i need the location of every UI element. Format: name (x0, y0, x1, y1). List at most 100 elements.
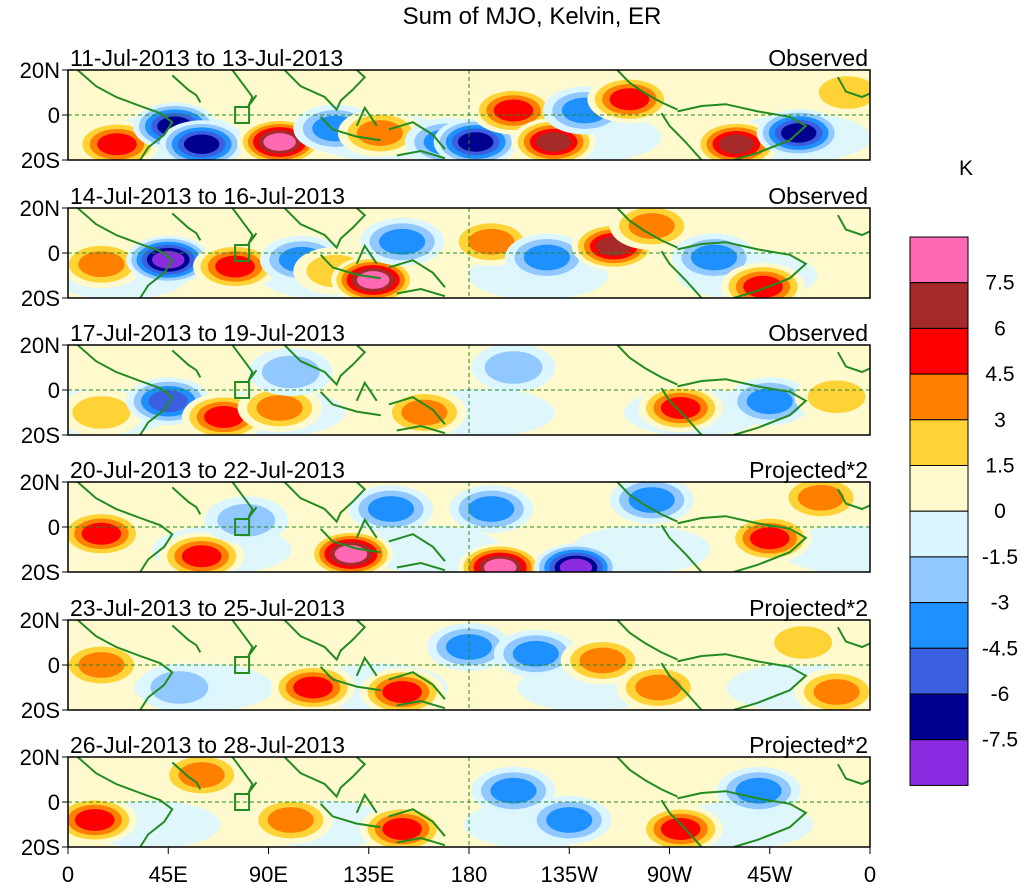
anomaly-contour (367, 496, 415, 522)
anomaly-contour (535, 132, 572, 152)
coastline (172, 625, 200, 652)
anomaly-contour (559, 558, 593, 572)
coastline (232, 345, 256, 381)
panel-4: 20-Jul-2013 to 22-Jul-2013 Projected*2 20N… (20, 457, 871, 585)
anomaly-contour (181, 545, 222, 568)
anomaly-band (309, 345, 450, 392)
anomaly-contour (660, 818, 701, 840)
region-box (234, 106, 251, 124)
coastline (321, 804, 381, 827)
coastline (172, 213, 200, 240)
anomaly-contour (743, 275, 783, 298)
coastline (617, 757, 677, 797)
anomaly-band (202, 620, 343, 667)
anomaly-contour (546, 807, 593, 833)
panel-period: 11-Jul-2013 to 13-Jul-2013 (70, 45, 343, 71)
anomaly-contour (382, 818, 422, 840)
coastline (321, 529, 381, 552)
coastline (389, 534, 445, 561)
colorbar-level-label: -7.5 (982, 729, 1018, 752)
anomaly-contour (183, 134, 220, 154)
anomaly-contour (261, 355, 320, 389)
colorbar-level-label: -3 (991, 592, 1010, 615)
coastline (661, 251, 701, 298)
coastline (232, 482, 256, 518)
anomaly-contour (774, 626, 833, 659)
colorbar-level-label: 3 (994, 409, 1006, 432)
anomaly-contour (813, 679, 860, 705)
y-tick-label: 20N (20, 58, 60, 83)
coastline (172, 75, 200, 102)
coastline (285, 620, 365, 660)
x-tick-label: 135E (343, 862, 394, 887)
coastline (232, 208, 256, 244)
anomaly-contour (293, 676, 333, 699)
anomaly-contour (635, 674, 682, 701)
colorbar-level-label: 4.5 (985, 363, 1014, 386)
colorbar-swatch (909, 602, 969, 649)
anomaly-contour (483, 558, 517, 572)
y-tick-label: 20N (20, 196, 60, 221)
x-tick-label: 0 (864, 862, 876, 887)
y-tick-label: 20N (20, 608, 60, 633)
coastline (357, 108, 377, 126)
panel-5: 23-Jul-2013 to 25-Jul-2013 Projected*2 20N… (20, 595, 871, 723)
anomaly-contour (628, 213, 675, 239)
panel-1: 11-Jul-2013 to 13-Jul-2013 Observed 20N 0 20… (20, 45, 871, 173)
colorbar-swatch (909, 693, 969, 741)
coastline (389, 809, 445, 836)
coastline (389, 122, 445, 149)
anomaly-contour (178, 762, 225, 788)
coastline (617, 70, 677, 110)
y-tick-label: 0 (48, 515, 60, 540)
anomaly-contour (490, 777, 537, 804)
y-tick-label: 0 (48, 241, 60, 266)
panel-status: Projected*2 (749, 457, 868, 483)
coastline (285, 345, 365, 385)
colorbar-level-label: 6 (994, 317, 1006, 340)
coastline (838, 77, 870, 97)
coastline (617, 482, 677, 522)
anomaly-band (207, 70, 348, 117)
coastline (285, 70, 365, 110)
coastline (617, 345, 677, 385)
coastline (617, 208, 677, 248)
anomaly-contour (523, 244, 571, 271)
coastline (838, 215, 870, 235)
coastline (661, 525, 701, 572)
colorbar-swatch (909, 465, 969, 512)
coastline (78, 70, 173, 160)
anomaly-band (358, 757, 499, 804)
coastline (321, 117, 381, 140)
colorbar: K 7.5 6 4.5 3 1.5 0 -1.5 -3 -4.5 -6 -7.5 (909, 157, 1018, 786)
coastline (172, 350, 200, 377)
anomaly-contour (628, 487, 675, 513)
anomaly-contour (797, 484, 845, 511)
coastline (397, 289, 445, 296)
anomaly-contour (457, 132, 494, 152)
coastline (838, 489, 870, 509)
anomaly-contour (204, 406, 244, 428)
x-tick-label: 0 (62, 862, 74, 887)
panel-period: 26-Jul-2013 to 28-Jul-2013 (70, 732, 345, 758)
y-tick-label: 20S (21, 560, 60, 585)
anomaly-contour (217, 503, 276, 537)
colorbar-swatch (909, 510, 969, 558)
anomaly-contour (78, 652, 125, 678)
anomaly-band (782, 208, 870, 255)
coastline (357, 520, 377, 538)
coastline (285, 208, 365, 248)
colorbar-level-label: -6 (991, 683, 1010, 706)
coastline (232, 620, 256, 656)
anomaly-contour (356, 271, 390, 289)
anomaly-band (68, 70, 138, 117)
anomaly-contour (379, 228, 426, 255)
coastline (389, 672, 445, 699)
y-tick-label: 0 (48, 790, 60, 815)
coastline (678, 379, 806, 435)
anomaly-contour (484, 351, 543, 384)
coastline (661, 388, 701, 435)
coastline (838, 352, 870, 372)
coastline (321, 667, 381, 690)
